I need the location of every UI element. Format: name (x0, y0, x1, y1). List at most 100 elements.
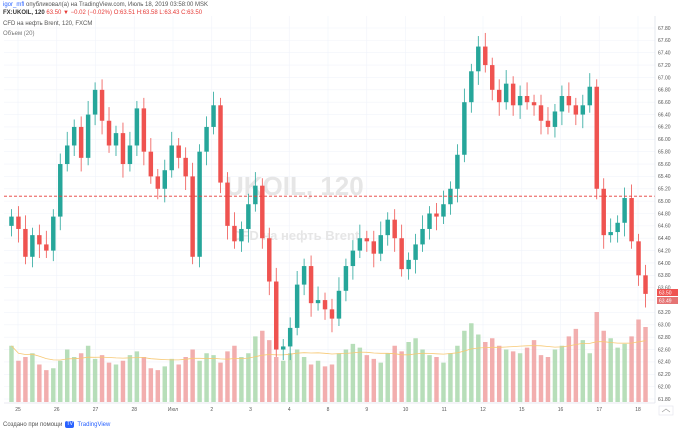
author-link[interactable]: igor_mfl (3, 2, 25, 8)
candle-body (127, 145, 133, 165)
volume-bar (294, 349, 300, 402)
current-price-label: 63.50 (659, 291, 672, 297)
symbol-legend[interactable]: FX:UKOIL, 120 63.50 ▼ −0.02 (−0.02%) O:6… (3, 10, 202, 16)
volume-bar (469, 323, 474, 402)
candle-body (476, 46, 481, 72)
volume-bar (378, 362, 383, 402)
candle-body (294, 284, 300, 328)
price-tick-label: 63.60 (658, 286, 671, 292)
time-tick-label: 2 (210, 407, 213, 413)
candle-body (573, 105, 579, 115)
volume-bar (30, 353, 35, 402)
candle-body (51, 216, 56, 251)
volume-bar (162, 366, 167, 402)
time-tick-label: 25 (15, 407, 21, 413)
volume-bar (155, 370, 161, 402)
symbol-ohlc: O:63.51 H:63.58 L:63.43 C:63.50 (113, 10, 203, 16)
candle-body (622, 198, 627, 223)
volume-bar (559, 345, 565, 402)
volume-bar (169, 358, 174, 402)
candle-body (232, 225, 237, 242)
candle-body (462, 102, 467, 155)
volume-bar (622, 343, 627, 402)
volume-bar (490, 338, 495, 402)
volume-bar (211, 355, 216, 402)
volume-bar (371, 358, 377, 402)
tradingview-link[interactable]: TradingView (77, 421, 111, 428)
volume-bar (601, 330, 606, 402)
candle-body (155, 176, 161, 189)
price-tick-label: 67.60 (658, 38, 671, 44)
volume-bar (78, 353, 84, 402)
volume-bar (566, 336, 572, 402)
price-tick-label: 67.80 (658, 26, 671, 32)
time-tick-label: 28 (131, 407, 137, 413)
candle-body (364, 238, 370, 242)
candle-body (301, 266, 307, 285)
bid-price-label: 63.49 (659, 299, 672, 305)
symbol-name[interactable]: FX:UKOIL, 120 (3, 10, 45, 16)
footer: Создано при помощи TV TradingView (3, 421, 110, 428)
candle-body (9, 216, 14, 226)
candle-body (287, 327, 293, 347)
volume-bar (587, 353, 593, 402)
time-tick-label: 27 (93, 407, 99, 413)
chart-plot-area[interactable] (4, 16, 655, 402)
volume-bar (364, 355, 370, 402)
volume-bar (580, 340, 586, 402)
price-tick-label: 67.40 (658, 51, 671, 57)
volume-bar (413, 338, 418, 402)
candle-body (78, 126, 84, 158)
volume-bar (462, 330, 467, 402)
candle-body (594, 86, 599, 189)
candle-body (587, 86, 593, 106)
candle-body (580, 105, 586, 115)
volume-bar (552, 349, 558, 402)
time-tick-label: 18 (635, 407, 641, 413)
current-price-labels: 63.50 63.49 (657, 289, 678, 305)
candle-body (64, 145, 70, 165)
volume-bar (92, 358, 98, 402)
price-tick-label: 62.00 (658, 384, 671, 390)
volume-bar (483, 342, 488, 402)
footer-text: Создано при помощи (3, 421, 63, 428)
volume-bar (322, 366, 328, 402)
candle-body (566, 96, 572, 106)
candle-body (239, 228, 244, 242)
candle-body (169, 145, 174, 171)
candle-body (392, 219, 397, 239)
time-tick-label: 12 (480, 407, 486, 413)
candle-body (30, 235, 35, 257)
candle-body (120, 133, 126, 165)
volume-bar (636, 319, 641, 402)
volume-bar (524, 347, 530, 402)
volume-study-label[interactable]: Объем (20) (3, 31, 35, 37)
candle-body (106, 120, 112, 146)
volume-bar (531, 340, 537, 402)
price-tick-label: 64.40 (658, 236, 671, 242)
price-tick-label: 62.20 (658, 372, 671, 378)
volume-bar (58, 360, 63, 402)
candle-body (545, 120, 551, 127)
volume-bar (274, 357, 279, 402)
volume-bar (113, 364, 119, 402)
volume-bar (120, 360, 126, 402)
candle-body (134, 108, 140, 146)
candle-body (99, 89, 105, 121)
price-tick-label: 66.60 (658, 100, 671, 106)
candle-body (197, 151, 202, 257)
volume-bar (538, 355, 544, 402)
candle-body (16, 216, 21, 229)
price-axis[interactable]: 67.80 67.60 67.40 67.20 67.00 66.80 66.60 66.40… (658, 26, 671, 403)
candle-body (608, 232, 613, 236)
axis-corner-icon[interactable] (658, 405, 674, 416)
time-axis[interactable]: 25 26 27 28 Июл 2 3 4 8 9 10 11 12 15 16 17 18 (15, 407, 641, 413)
price-tick-label: 66.00 (658, 137, 671, 143)
study-description: CFD на нефть Brent, 120, FXCM (3, 21, 93, 27)
volume-bar (643, 327, 648, 402)
candle-body (420, 228, 425, 245)
volume-bar (448, 353, 453, 402)
candle-body (211, 105, 216, 127)
candle-body (601, 188, 606, 236)
